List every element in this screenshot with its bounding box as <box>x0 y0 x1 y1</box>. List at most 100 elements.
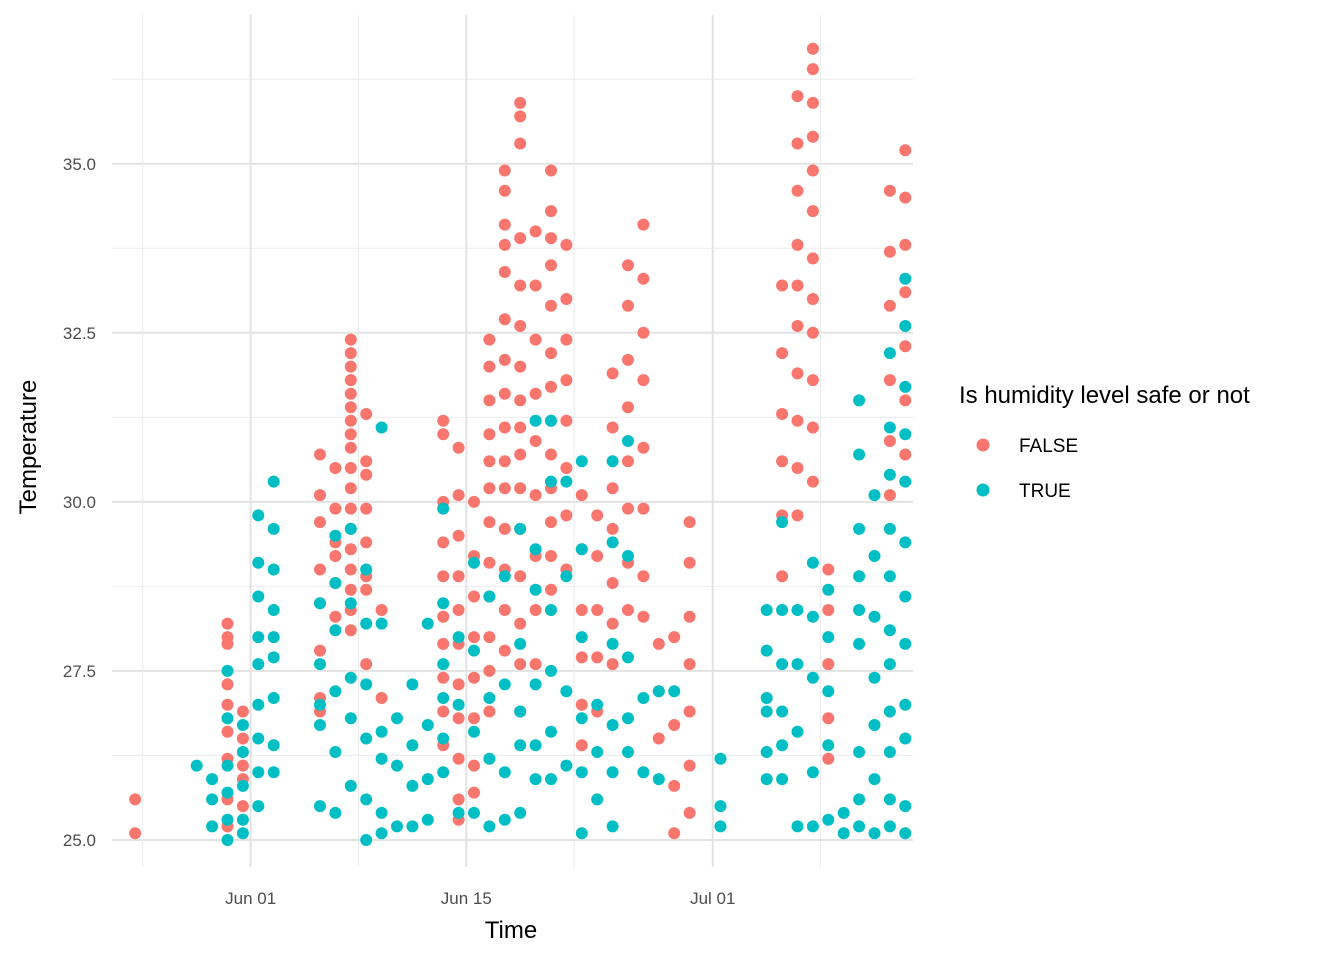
point-false <box>545 259 557 272</box>
point-false <box>822 563 835 576</box>
point-false <box>883 245 896 258</box>
point-true <box>899 272 912 285</box>
point-false <box>483 705 496 718</box>
point-false <box>437 637 450 650</box>
point-true <box>883 793 896 806</box>
point-true <box>714 752 727 765</box>
point-false <box>622 353 634 366</box>
point-false <box>329 462 342 474</box>
point-false <box>329 610 342 623</box>
point-false <box>344 360 357 373</box>
point-true <box>421 813 434 826</box>
point-true <box>545 773 557 786</box>
point-true <box>329 529 342 542</box>
point-false <box>591 604 604 616</box>
point-false <box>514 110 527 123</box>
point-false <box>545 232 557 245</box>
point-false <box>791 320 804 332</box>
point-true <box>529 773 542 786</box>
point-true <box>791 604 804 616</box>
point-false <box>637 218 650 231</box>
point-true <box>545 414 557 427</box>
point-false <box>468 759 480 772</box>
data-points <box>129 42 912 846</box>
point-true <box>483 752 496 765</box>
point-false <box>129 827 142 840</box>
point-false <box>560 509 573 522</box>
legend: Is humidity level safe or not FALSE TRUE <box>959 382 1250 502</box>
point-true <box>375 725 388 738</box>
point-false <box>575 698 588 711</box>
point-true <box>314 719 326 731</box>
point-true <box>591 793 604 806</box>
point-true <box>560 685 573 698</box>
point-false <box>806 164 819 177</box>
point-true <box>714 800 727 813</box>
point-true <box>221 786 234 799</box>
point-false <box>622 604 634 616</box>
point-false <box>452 489 465 502</box>
point-false <box>899 448 912 461</box>
point-false <box>606 367 619 380</box>
point-true <box>883 746 896 758</box>
point-false <box>560 462 573 474</box>
point-true <box>267 766 280 779</box>
point-false <box>806 374 819 387</box>
point-false <box>360 502 373 515</box>
point-false <box>806 96 819 109</box>
point-true <box>853 604 866 616</box>
point-true <box>437 658 450 671</box>
point-true <box>529 414 542 427</box>
point-true <box>452 698 465 711</box>
point-true <box>267 651 280 664</box>
point-true <box>868 550 881 562</box>
point-true <box>514 637 527 650</box>
point-false <box>314 563 326 576</box>
point-true <box>899 698 912 711</box>
point-false <box>622 502 634 515</box>
point-false <box>514 394 527 407</box>
point-true <box>360 617 373 630</box>
point-true <box>483 692 496 704</box>
point-true <box>714 820 727 833</box>
point-false <box>668 827 681 840</box>
point-false <box>806 475 819 488</box>
point-true <box>344 712 357 725</box>
point-false <box>514 360 527 373</box>
point-true <box>575 766 588 779</box>
point-false <box>514 570 527 583</box>
point-true <box>899 380 912 393</box>
point-true <box>883 658 896 671</box>
point-true <box>806 820 819 833</box>
point-true <box>267 739 280 752</box>
point-false <box>452 793 465 806</box>
point-true <box>791 658 804 671</box>
point-true <box>314 597 326 610</box>
point-false <box>529 225 542 238</box>
point-true <box>252 698 265 711</box>
point-false <box>221 637 234 650</box>
point-false <box>899 238 912 251</box>
point-false <box>776 408 789 420</box>
point-false <box>883 374 896 387</box>
point-true <box>267 475 280 488</box>
point-true <box>776 739 789 752</box>
point-false <box>822 604 835 616</box>
point-false <box>683 516 696 529</box>
point-false <box>575 604 588 616</box>
y-tick-label: 27.5 <box>63 662 96 681</box>
point-false <box>375 692 388 704</box>
point-false <box>637 441 650 454</box>
point-true <box>452 631 465 644</box>
point-false <box>899 144 912 157</box>
y-tick-label: 25.0 <box>63 831 96 850</box>
point-true <box>652 773 665 786</box>
point-false <box>483 360 496 373</box>
point-false <box>452 441 465 454</box>
point-false <box>437 414 450 427</box>
point-true <box>575 827 588 840</box>
point-false <box>514 658 527 671</box>
point-false <box>637 610 650 623</box>
point-false <box>899 286 912 299</box>
point-false <box>329 502 342 515</box>
